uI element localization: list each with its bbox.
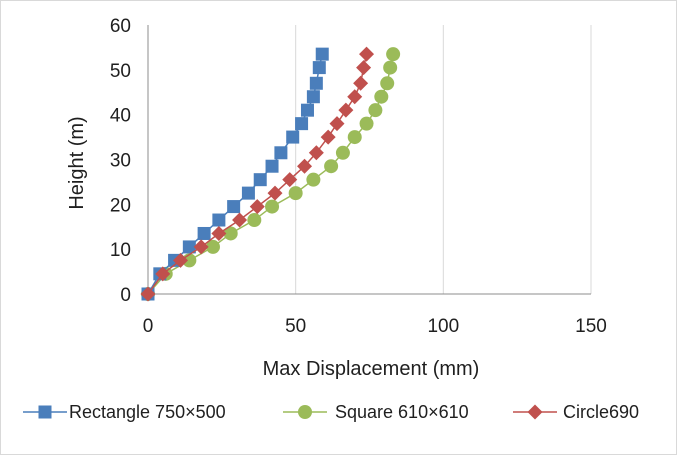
- legend-label: Rectangle 750×500: [69, 402, 226, 422]
- data-point: [274, 146, 288, 160]
- data-point: [338, 102, 354, 118]
- y-tick-label: 40: [110, 106, 131, 127]
- grid-lines: [295, 25, 592, 294]
- legend-marker: [38, 405, 52, 419]
- data-point: [306, 172, 321, 187]
- data-point: [383, 60, 398, 75]
- data-point: [265, 199, 280, 214]
- data-point: [172, 252, 188, 268]
- data-point: [223, 226, 238, 241]
- data-point: [308, 145, 324, 161]
- data-point: [140, 286, 156, 302]
- data-point: [253, 173, 267, 187]
- series-layer: [140, 46, 401, 302]
- data-point: [286, 130, 300, 144]
- data-point: [155, 266, 171, 282]
- data-point: [309, 76, 323, 90]
- data-point: [282, 172, 298, 188]
- data-point: [227, 200, 241, 214]
- data-point: [386, 47, 401, 62]
- data-point: [247, 213, 262, 228]
- y-tick-label: 20: [110, 195, 131, 216]
- data-point: [368, 103, 383, 118]
- data-point: [267, 185, 283, 201]
- legend: Rectangle 750×500 Square 610×610 Circle690: [23, 402, 639, 422]
- data-point: [359, 116, 374, 131]
- data-point: [300, 103, 314, 117]
- tick-labels: 0 50 100 150 0 10 20 30 40 50 60: [110, 16, 607, 337]
- data-point: [211, 225, 227, 241]
- x-tick-label: 150: [575, 316, 607, 337]
- x-tick-label: 50: [285, 316, 306, 337]
- data-point: [374, 89, 389, 104]
- x-tick-label: 100: [427, 316, 459, 337]
- data-point: [265, 159, 279, 173]
- legend-label: Square 610×610: [335, 402, 469, 422]
- y-tick-label: 30: [110, 151, 131, 172]
- series-square: [141, 47, 329, 301]
- data-point: [329, 116, 345, 132]
- y-tick-label: 10: [110, 240, 131, 261]
- data-point: [312, 61, 326, 75]
- data-point: [232, 212, 248, 228]
- series-circle: [141, 47, 401, 301]
- y-tick-label: 50: [110, 61, 131, 82]
- legend-marker: [527, 404, 543, 420]
- legend-marker: [298, 405, 312, 419]
- x-axis-title: Max Displacement (mm): [263, 358, 480, 380]
- data-point: [212, 213, 226, 227]
- y-tick-label: 60: [110, 16, 131, 37]
- data-point: [288, 186, 303, 201]
- data-point: [353, 75, 369, 91]
- data-point: [380, 76, 395, 91]
- data-point: [356, 60, 372, 76]
- y-axis-title: Height (m): [66, 116, 88, 209]
- legend-item: Square 610×610: [283, 402, 469, 422]
- series-diamond: [140, 46, 375, 302]
- data-point: [205, 239, 220, 254]
- data-point: [241, 186, 255, 200]
- data-point: [306, 90, 320, 104]
- data-point: [295, 117, 309, 131]
- data-point: [359, 46, 375, 62]
- data-point: [347, 89, 363, 105]
- axes: [147, 25, 591, 295]
- data-point: [320, 129, 336, 145]
- data-point: [315, 47, 329, 61]
- data-point: [324, 159, 339, 174]
- y-tick-label: 0: [120, 285, 131, 306]
- data-point: [197, 226, 211, 240]
- data-point: [297, 158, 313, 174]
- legend-item: Rectangle 750×500: [23, 402, 226, 422]
- x-tick-label: 0: [143, 316, 154, 337]
- data-point: [182, 240, 196, 254]
- data-point: [193, 239, 209, 255]
- data-point: [347, 130, 362, 145]
- data-point: [249, 199, 265, 215]
- legend-item: Circle690: [513, 402, 639, 422]
- data-point: [335, 145, 350, 160]
- legend-label: Circle690: [563, 402, 639, 422]
